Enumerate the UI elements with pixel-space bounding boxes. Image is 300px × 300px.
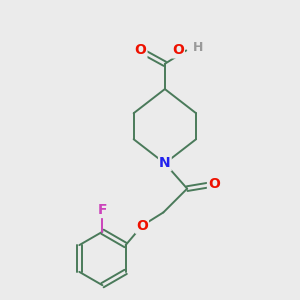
Text: O: O (208, 177, 220, 191)
Text: N: N (159, 156, 171, 170)
Text: O: O (136, 219, 148, 233)
Text: F: F (98, 203, 107, 217)
Text: H: H (193, 41, 203, 54)
Text: O: O (172, 44, 184, 57)
Text: O: O (135, 44, 146, 57)
